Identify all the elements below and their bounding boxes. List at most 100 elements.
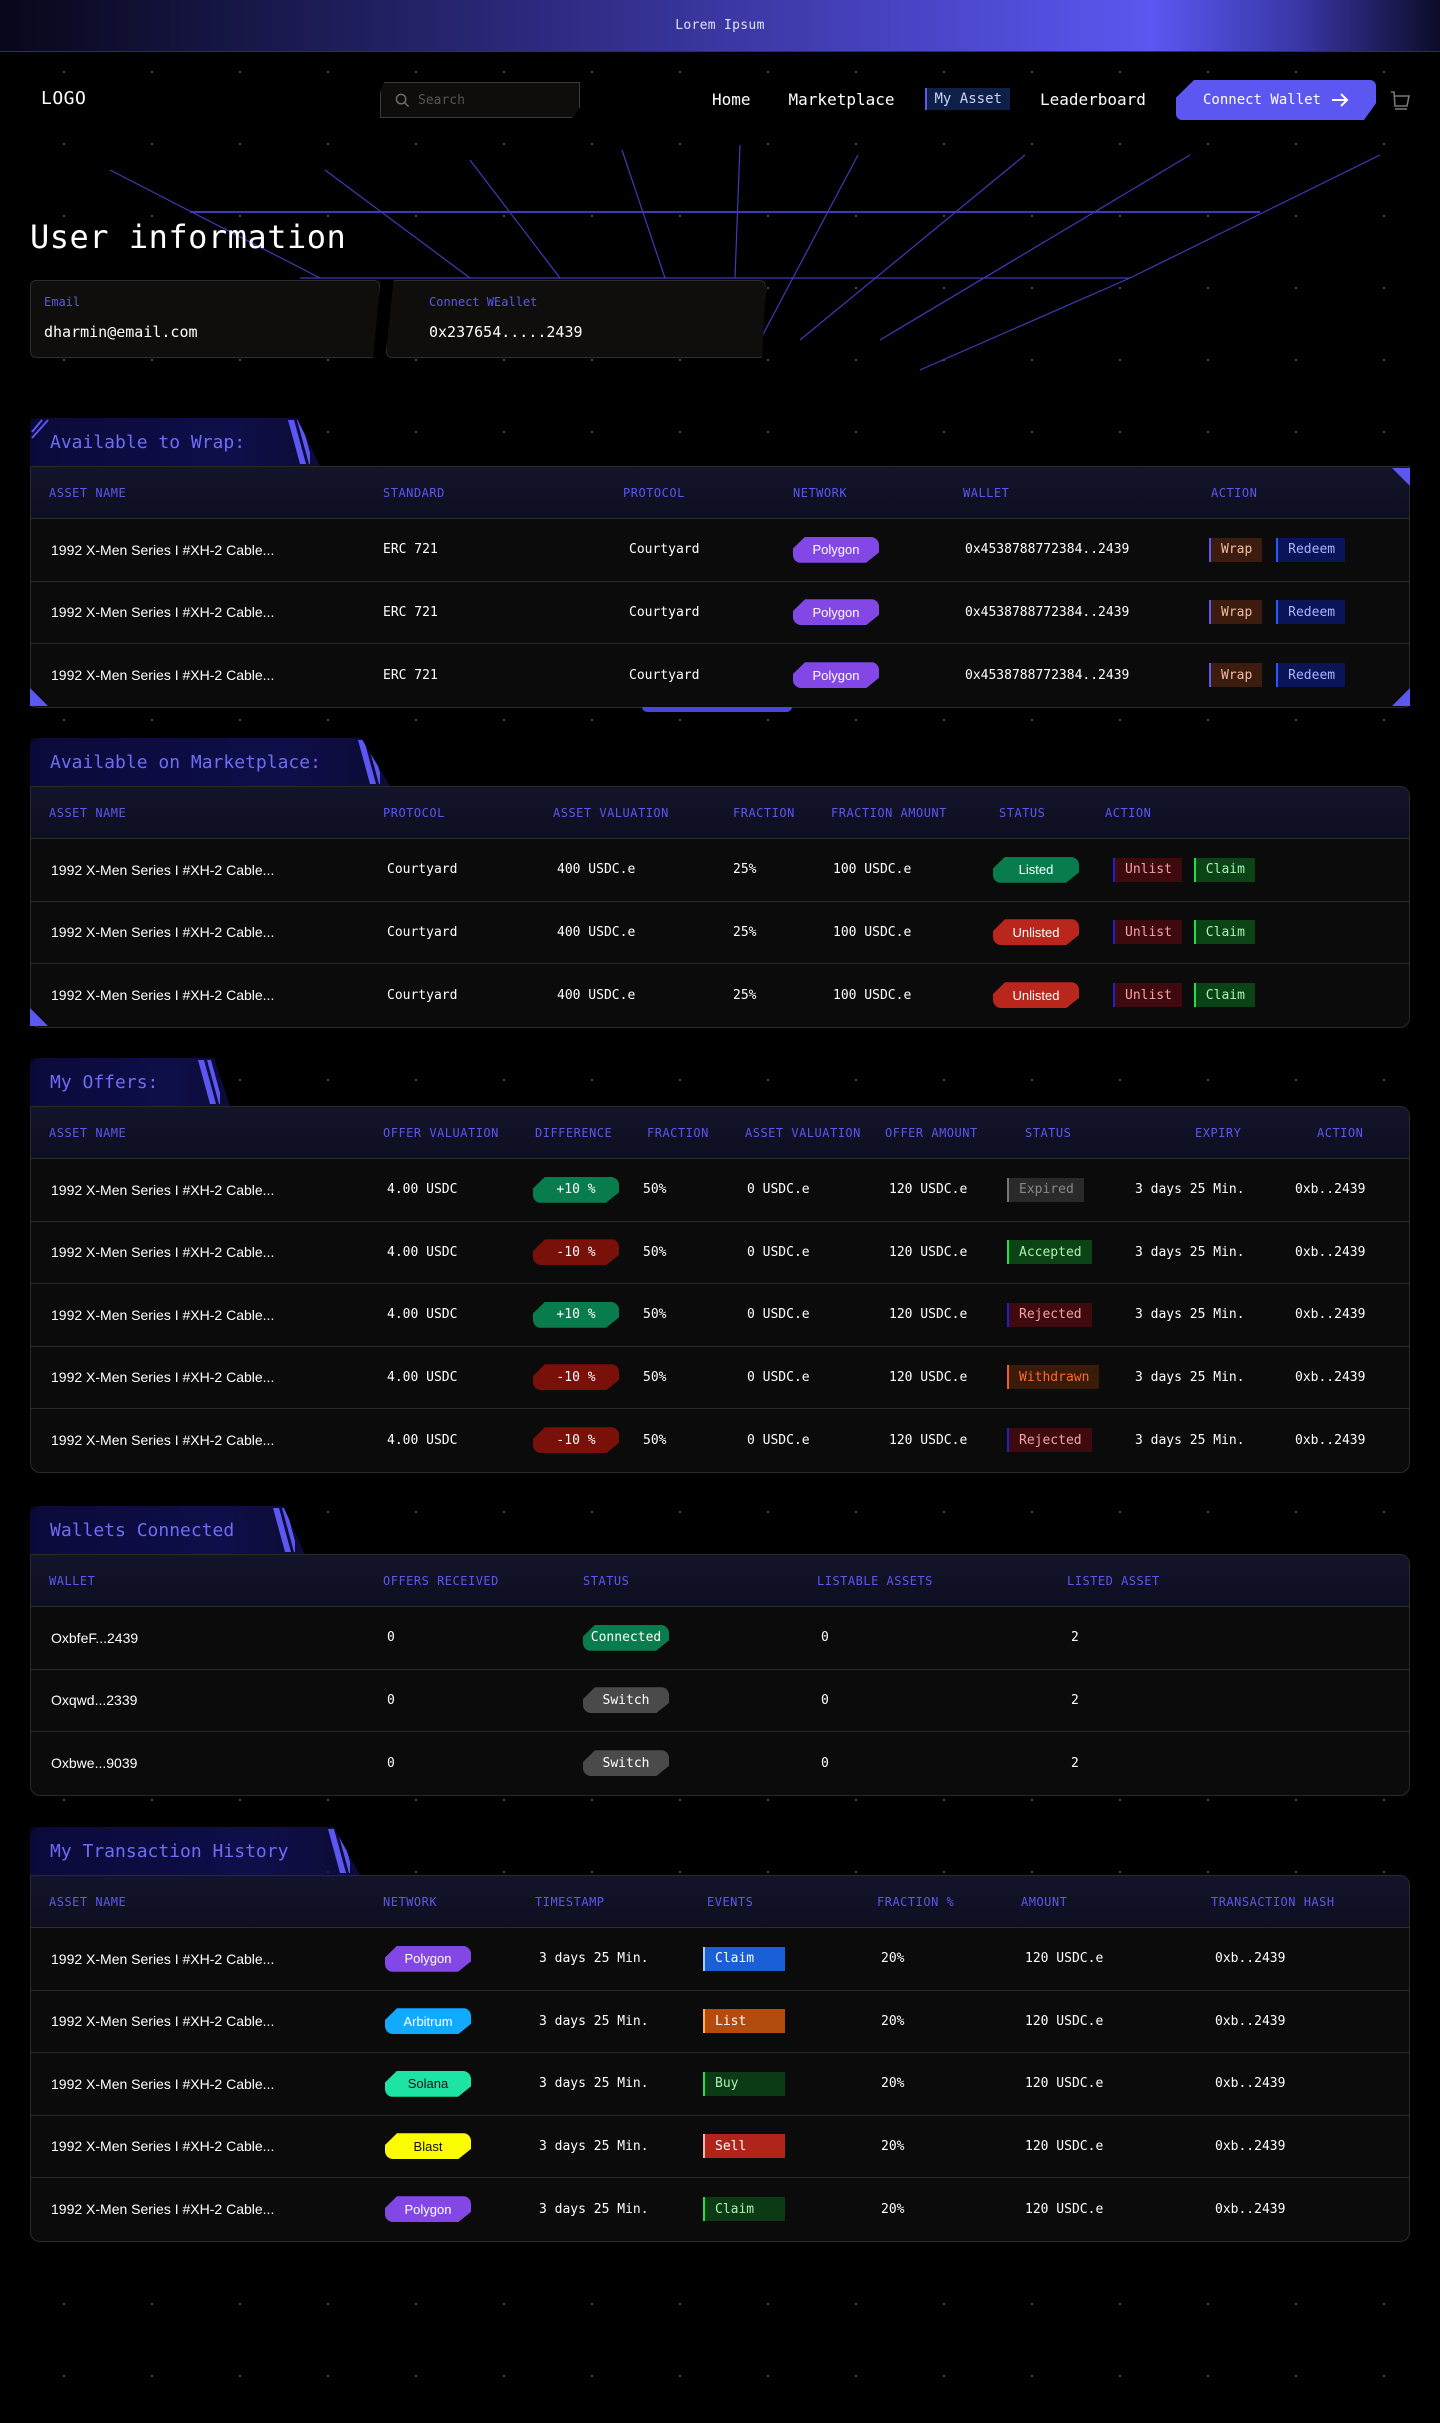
- offers-received: 0: [387, 1630, 395, 1646]
- difference-badge: -10 %: [533, 1364, 619, 1391]
- timestamp: 3 days 25 Min.: [539, 2138, 649, 2154]
- corner-decoration-icon: [1392, 468, 1410, 486]
- action-address[interactable]: 0xb..2439: [1295, 1182, 1366, 1198]
- status-badge: Rejected: [1007, 1428, 1092, 1453]
- protocol: Courtyard: [629, 604, 700, 620]
- connect-wallet-button[interactable]: Connect Wallet: [1176, 80, 1376, 120]
- asset-name[interactable]: 1992 X-Men Series I #XH-2 Cable...: [51, 1369, 275, 1386]
- col-action: ACTION: [1105, 805, 1152, 820]
- claim-button[interactable]: Claim: [1193, 857, 1255, 882]
- nav-marketplace[interactable]: Marketplace: [788, 89, 895, 109]
- offer-valuation: 4.00 USDC: [387, 1182, 458, 1198]
- col-events: EVENTS: [707, 1894, 754, 1909]
- claim-button[interactable]: Claim: [1193, 983, 1255, 1008]
- nav-home[interactable]: Home: [712, 89, 751, 109]
- action-address[interactable]: 0xb..2439: [1295, 1369, 1366, 1385]
- redeem-button[interactable]: Redeem: [1276, 600, 1346, 625]
- table-row: OxbfeF...2439 0 Connected 0 2: [31, 1607, 1409, 1670]
- corner-stripes-icon: [31, 419, 49, 439]
- asset-name[interactable]: 1992 X-Men Series I #XH-2 Cable...: [51, 1306, 275, 1323]
- nav-leaderboard[interactable]: Leaderboard: [1039, 89, 1146, 109]
- asset-name[interactable]: 1992 X-Men Series I #XH-2 Cable...: [51, 924, 275, 941]
- switch-button[interactable]: Switch: [583, 1750, 669, 1777]
- asset-name[interactable]: 1992 X-Men Series I #XH-2 Cable...: [51, 1950, 275, 1967]
- wrap-button[interactable]: Wrap: [1209, 600, 1263, 625]
- redeem-button[interactable]: Redeem: [1276, 663, 1346, 688]
- network-badge: Polygon: [385, 1945, 471, 1972]
- table-row: 1992 X-Men Series I #XH-2 Cable... 4.00 …: [31, 1347, 1409, 1409]
- transaction-hash[interactable]: 0xb..2439: [1215, 2076, 1286, 2092]
- timestamp: 3 days 25 Min.: [539, 1951, 649, 1967]
- col-action: ACTION: [1317, 1125, 1364, 1140]
- marketplace-title: Available on Marketplace:: [50, 751, 321, 773]
- unlist-button[interactable]: Unlist: [1113, 983, 1182, 1008]
- fraction: 25%: [733, 987, 757, 1003]
- col-asset-name: ASSET NAME: [49, 805, 127, 820]
- table-row: 1992 X-Men Series I #XH-2 Cable... 4.00 …: [31, 1222, 1409, 1284]
- table-row: 1992 X-Men Series I #XH-2 Cable... 4.00 …: [31, 1284, 1409, 1347]
- transaction-hash[interactable]: 0xb..2439: [1215, 2201, 1286, 2217]
- nav-my-asset[interactable]: My Asset: [924, 88, 1010, 110]
- asset-name[interactable]: 1992 X-Men Series I #XH-2 Cable...: [51, 541, 275, 558]
- action-address[interactable]: 0xb..2439: [1295, 1244, 1366, 1260]
- table-row: Oxbwe...9039 0 Switch 0 2: [31, 1732, 1409, 1795]
- claim-button[interactable]: Claim: [1193, 920, 1255, 945]
- unlist-button[interactable]: Unlist: [1113, 857, 1182, 882]
- transaction-hash[interactable]: 0xb..2439: [1215, 2013, 1286, 2029]
- asset-name[interactable]: 1992 X-Men Series I #XH-2 Cable...: [51, 2075, 275, 2092]
- fraction: 50%: [643, 1244, 667, 1260]
- user-info-title: User information: [30, 218, 347, 256]
- wrap-table: ASSET NAME STANDARD PROTOCOL NETWORK WAL…: [30, 466, 1410, 708]
- switch-button[interactable]: Switch: [583, 1687, 669, 1714]
- action-address[interactable]: 0xb..2439: [1295, 1432, 1366, 1448]
- offer-valuation: 4.00 USDC: [387, 1244, 458, 1260]
- col-offer-valuation: OFFER VALUATION: [383, 1125, 499, 1140]
- col-asset-name: ASSET NAME: [49, 1894, 127, 1909]
- asset-valuation: 400 USDC.e: [557, 924, 636, 940]
- table-row: 1992 X-Men Series I #XH-2 Cable... 4.00 …: [31, 1409, 1409, 1472]
- wrap-button[interactable]: Wrap: [1209, 663, 1263, 688]
- cart-icon[interactable]: [1389, 89, 1411, 111]
- asset-name[interactable]: 1992 X-Men Series I #XH-2 Cable...: [51, 1432, 275, 1449]
- asset-name[interactable]: 1992 X-Men Series I #XH-2 Cable...: [51, 2201, 275, 2218]
- asset-name[interactable]: 1992 X-Men Series I #XH-2 Cable...: [51, 1244, 275, 1261]
- email-value: dharmin@email.com: [44, 323, 198, 341]
- redeem-button[interactable]: Redeem: [1276, 537, 1346, 562]
- asset-name[interactable]: 1992 X-Men Series I #XH-2 Cable...: [51, 987, 275, 1004]
- history-title: My Transaction History: [50, 1840, 289, 1862]
- listable-assets: 0: [821, 1755, 829, 1771]
- asset-name[interactable]: 1992 X-Men Series I #XH-2 Cable...: [51, 2013, 275, 2030]
- col-expiry: EXPIRY: [1195, 1125, 1242, 1140]
- difference-badge: +10 %: [533, 1301, 619, 1328]
- asset-name[interactable]: 1992 X-Men Series I #XH-2 Cable...: [51, 2138, 275, 2155]
- fraction: 20%: [881, 1951, 905, 1967]
- transaction-hash[interactable]: 0xb..2439: [1215, 1951, 1286, 1967]
- history-section: My Transaction History ASSET NAME NETWOR…: [30, 1827, 1410, 2242]
- col-listable-assets: LISTABLE ASSETS: [817, 1573, 933, 1588]
- wallets-section: Wallets Connected WALLET OFFERS RECEIVED…: [30, 1506, 1410, 1796]
- table-row: Oxqwd...2339 0 Switch 0 2: [31, 1670, 1409, 1732]
- expiry: 3 days 25 Min.: [1135, 1307, 1245, 1323]
- offers-section: My Offers: ASSET NAME OFFER VALUATION DI…: [30, 1058, 1410, 1473]
- expiry: 3 days 25 Min.: [1135, 1182, 1245, 1198]
- protocol: Courtyard: [629, 667, 700, 683]
- action-address[interactable]: 0xb..2439: [1295, 1307, 1366, 1323]
- search-box[interactable]: [380, 82, 580, 118]
- amount: 120 USDC.e: [1025, 2076, 1104, 2092]
- asset-name[interactable]: 1992 X-Men Series I #XH-2 Cable...: [51, 667, 275, 684]
- arrow-right-icon: [1332, 93, 1349, 107]
- unlist-button[interactable]: Unlist: [1113, 920, 1182, 945]
- wallets-title-tab: Wallets Connected: [30, 1506, 305, 1554]
- wrap-button[interactable]: Wrap: [1209, 537, 1263, 562]
- logo[interactable]: LOGO: [41, 88, 87, 109]
- transaction-hash[interactable]: 0xb..2439: [1215, 2138, 1286, 2154]
- asset-name[interactable]: 1992 X-Men Series I #XH-2 Cable...: [51, 1181, 275, 1198]
- search-input[interactable]: [418, 92, 558, 108]
- col-fraction-amount: FRACTION AMOUNT: [831, 805, 947, 820]
- fraction-amount: 100 USDC.e: [833, 862, 912, 878]
- asset-name[interactable]: 1992 X-Men Series I #XH-2 Cable...: [51, 604, 275, 621]
- offer-valuation: 4.00 USDC: [387, 1432, 458, 1448]
- col-fraction: FRACTION: [647, 1125, 709, 1140]
- asset-name[interactable]: 1992 X-Men Series I #XH-2 Cable...: [51, 861, 275, 878]
- event-badge: Claim: [703, 1946, 785, 1971]
